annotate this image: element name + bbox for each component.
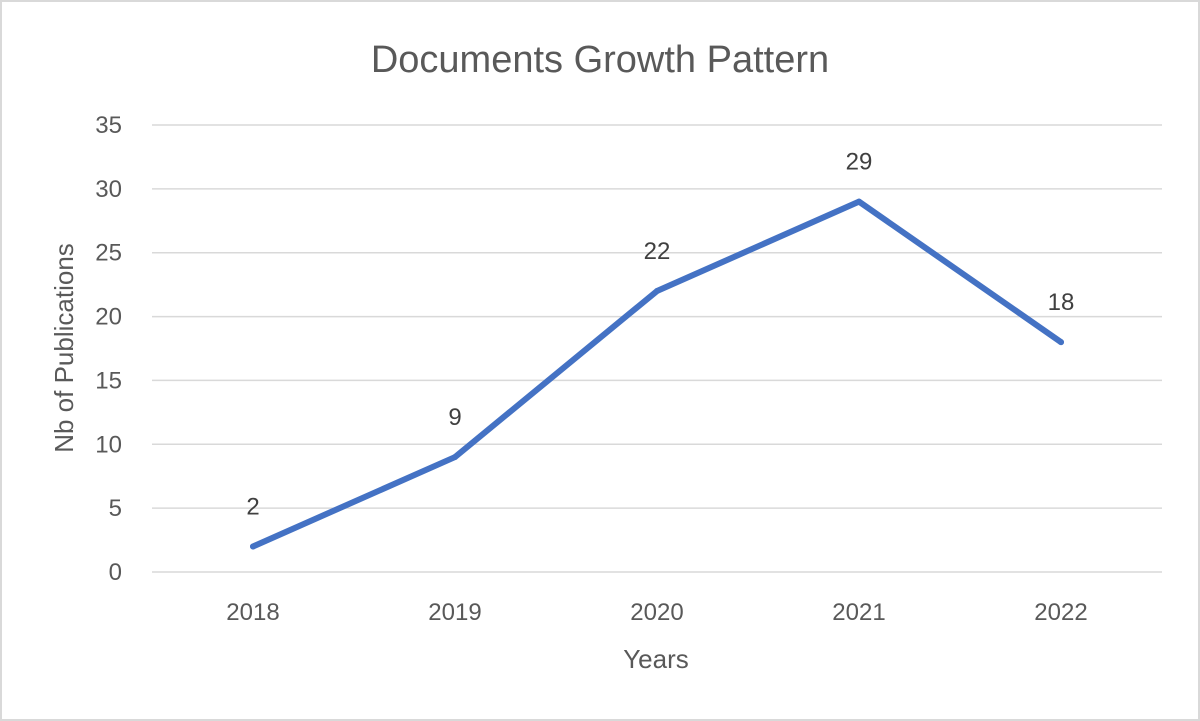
data-label: 18 xyxy=(1048,289,1075,316)
x-tick-label: 2019 xyxy=(428,599,481,626)
series-group xyxy=(250,198,1064,550)
data-label: 22 xyxy=(644,238,671,265)
data-point xyxy=(452,454,458,461)
x-tick-label: 2022 xyxy=(1034,599,1087,626)
y-tick-label: 15 xyxy=(95,367,122,394)
y-tick-label: 30 xyxy=(95,176,122,203)
y-axis-title: Nb of Publications xyxy=(49,243,79,453)
y-tick-label: 0 xyxy=(109,559,122,586)
y-tick-label: 5 xyxy=(109,495,122,522)
x-tick-label: 2018 xyxy=(226,599,279,626)
y-tick-label: 20 xyxy=(95,304,122,331)
data-point xyxy=(856,198,862,205)
data-point xyxy=(654,288,660,295)
y-axis-ticks: 0 5 10 15 20 25 30 35 xyxy=(95,112,122,586)
data-label: 9 xyxy=(448,404,461,431)
data-point xyxy=(250,543,256,550)
gridlines xyxy=(152,124,1162,573)
x-tick-label: 2020 xyxy=(630,599,683,626)
data-point xyxy=(1058,339,1064,346)
data-label: 29 xyxy=(846,149,873,176)
y-tick-label: 25 xyxy=(95,240,122,267)
x-axis-title: Years xyxy=(623,644,689,674)
x-axis-ticks: 2018 2019 2020 2021 2022 xyxy=(226,599,1087,626)
data-label: 2 xyxy=(246,493,259,520)
y-tick-label: 10 xyxy=(95,431,122,458)
y-tick-label: 35 xyxy=(95,112,122,139)
chart-title: Documents Growth Pattern xyxy=(371,39,829,81)
x-tick-label: 2021 xyxy=(832,599,885,626)
